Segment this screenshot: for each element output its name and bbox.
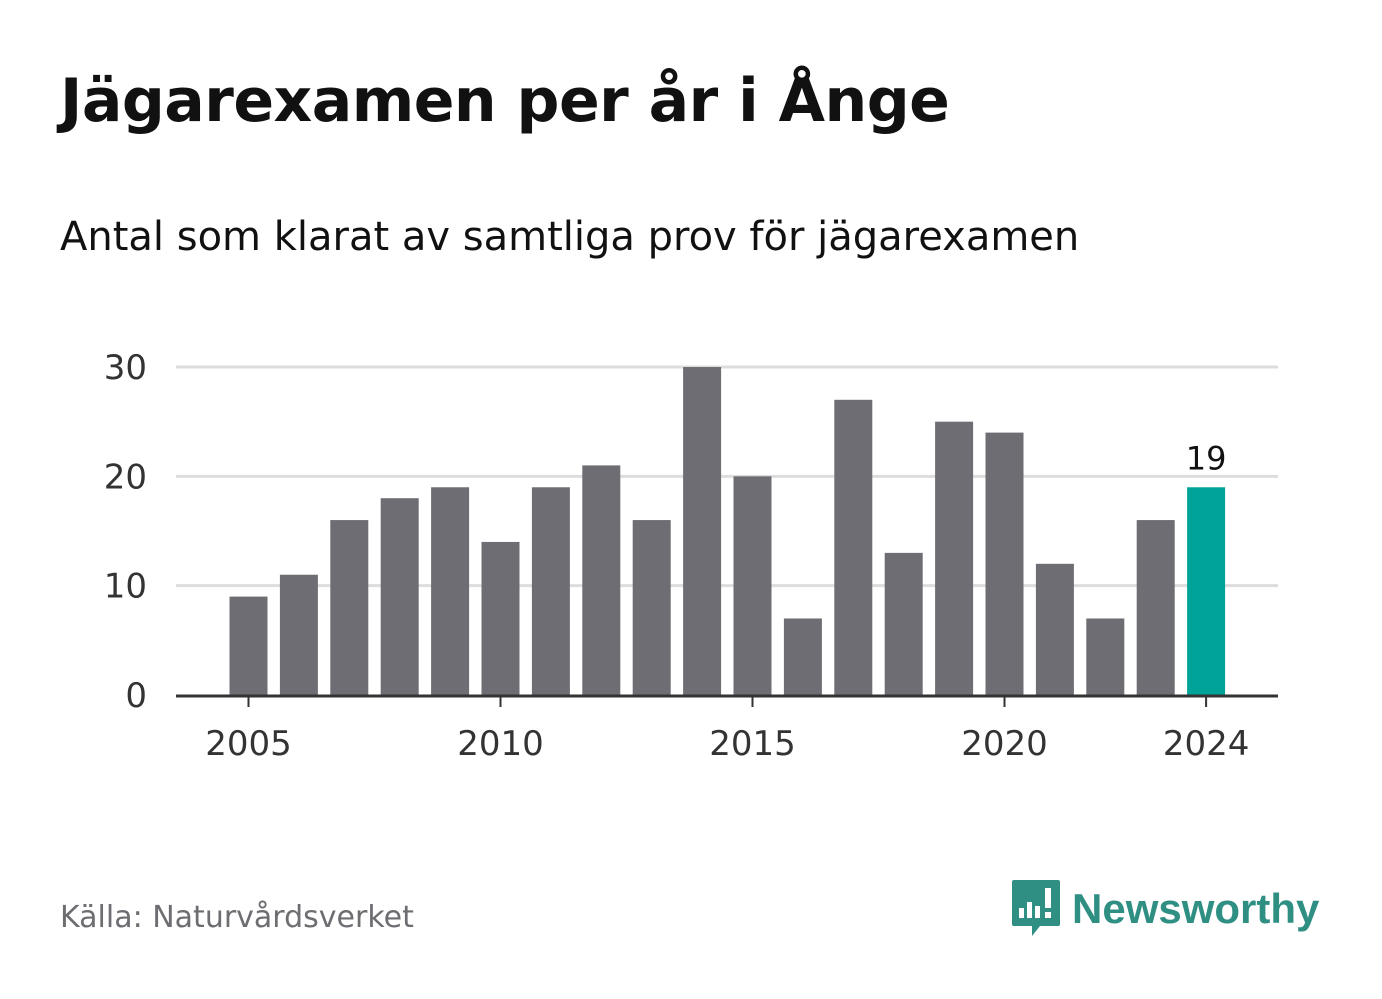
x-tick-label: 2015 xyxy=(709,724,796,764)
chart-title: Jägarexamen per år i Ånge xyxy=(60,66,950,136)
chart-subtitle: Antal som klarat av samtliga prov för jä… xyxy=(60,214,1080,260)
brand-logo: Newsworthy xyxy=(1010,878,1319,940)
y-tick-label: 20 xyxy=(104,457,147,497)
x-axis-ticks: 2005 2010 2015 2020 2024 xyxy=(205,696,1249,764)
bar xyxy=(431,487,470,695)
x-tick-label: 2020 xyxy=(961,724,1048,764)
bar-chart: 19 0 10 20 30 2005 2010 2015 2020 2024 xyxy=(104,348,1278,764)
bar xyxy=(1086,618,1125,695)
bar xyxy=(935,421,974,695)
y-tick-label: 30 xyxy=(104,348,147,388)
brand-name: Newsworthy xyxy=(1072,885,1320,932)
data-label: 19 xyxy=(1186,439,1227,477)
bar xyxy=(1136,520,1175,695)
bar xyxy=(683,367,722,695)
bar xyxy=(582,465,621,695)
bar xyxy=(380,498,419,695)
data-labels: 19 xyxy=(1186,439,1227,477)
x-tick-label: 2005 xyxy=(205,724,292,764)
bar xyxy=(481,541,520,695)
x-tick-label: 2010 xyxy=(457,724,544,764)
bar xyxy=(985,432,1024,695)
bar xyxy=(279,574,318,695)
bar xyxy=(531,487,570,695)
bar xyxy=(330,520,369,695)
bar xyxy=(229,596,268,695)
y-tick-label: 0 xyxy=(125,676,147,716)
y-axis-ticks: 0 10 20 30 xyxy=(104,348,147,716)
bar-highlight xyxy=(1187,487,1226,695)
bar xyxy=(632,520,671,695)
bar xyxy=(834,399,873,695)
bar xyxy=(884,552,923,695)
bar xyxy=(1035,563,1074,695)
y-tick-label: 10 xyxy=(104,567,147,607)
bar xyxy=(733,476,772,695)
source-note: Källa: Naturvårdsverket xyxy=(60,900,414,935)
bar xyxy=(783,618,822,695)
bars xyxy=(229,367,1226,695)
x-tick-label: 2024 xyxy=(1163,724,1250,764)
newsworthy-logo-icon xyxy=(1012,880,1060,936)
